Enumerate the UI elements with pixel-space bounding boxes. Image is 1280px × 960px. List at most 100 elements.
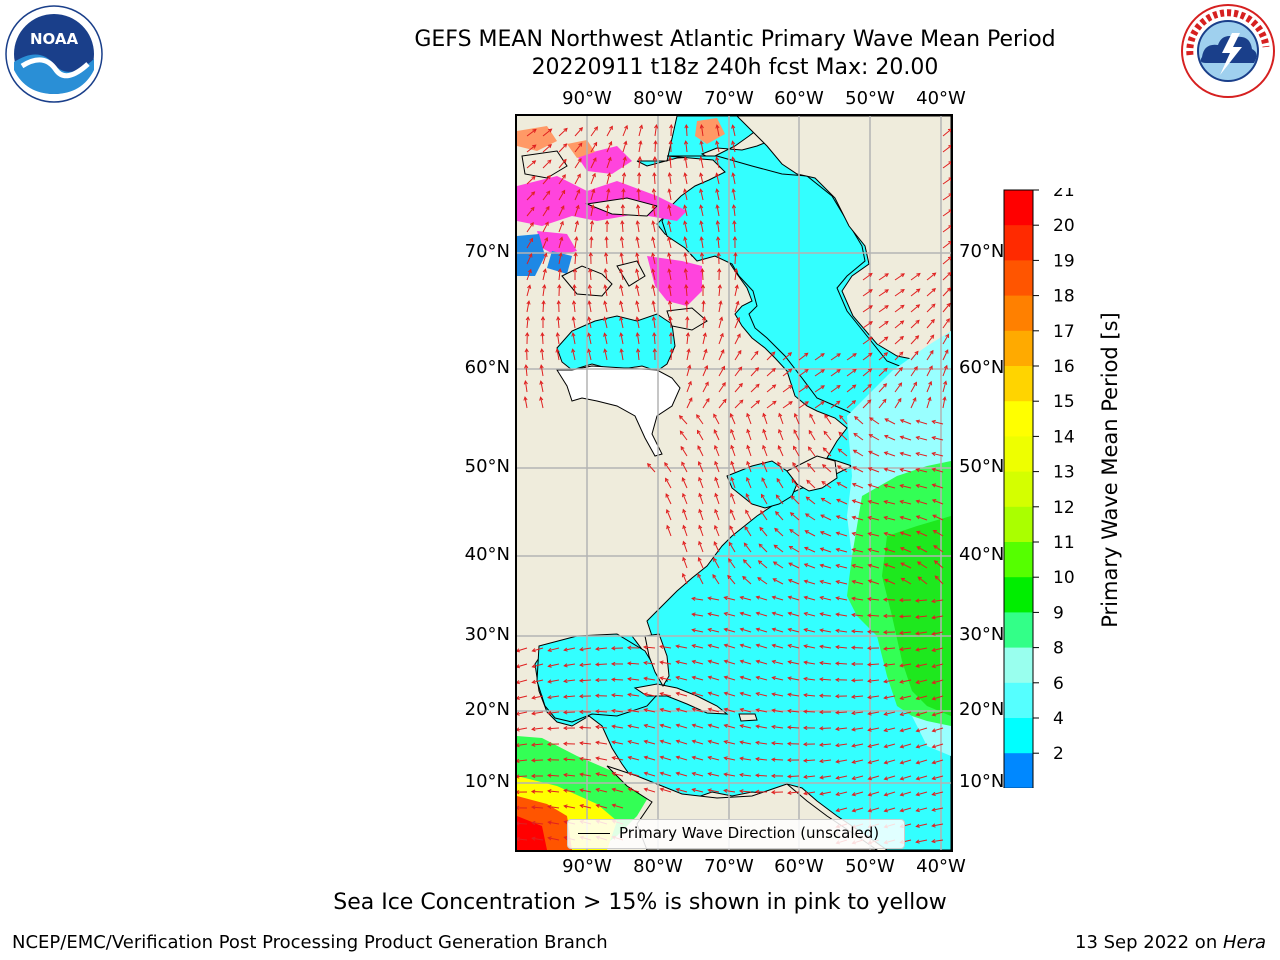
wave-arrow-head (867, 579, 873, 584)
wave-arrow (932, 499, 944, 505)
wave-arrow (837, 465, 848, 473)
wave-arrow (558, 205, 565, 217)
wave-arrow (917, 576, 928, 585)
wave-arrow (526, 144, 537, 153)
colorbar-label: Primary Wave Mean Period [s] (1098, 312, 1122, 628)
colorbar-tick-label: 19 (1053, 251, 1075, 271)
wave-arrow-head (665, 493, 670, 498)
wave-arrow (760, 510, 768, 521)
wave-arrow (804, 628, 816, 633)
wave-arrow (932, 647, 944, 652)
wave-arrow-head (696, 414, 701, 419)
wave-arrow (837, 482, 848, 489)
wave-arrow (806, 496, 816, 505)
wave-arrow-head (555, 332, 560, 337)
wave-arrow (853, 449, 864, 457)
wave-arrow-head (931, 647, 936, 652)
wave-arrow-head (715, 140, 720, 145)
wave-arrow-head (606, 172, 612, 177)
lon-label: 90°W (562, 856, 612, 877)
wave-arrow (916, 615, 928, 618)
wave-arrow-head (680, 445, 685, 451)
wave-arrow-head (637, 171, 642, 177)
wave-arrow (791, 479, 800, 489)
wave-arrow-head (787, 611, 792, 616)
wave-arrow-head (867, 515, 872, 521)
wave-arrow-head (883, 483, 888, 488)
wave-arrow-head (675, 691, 680, 696)
wave-arrow (580, 804, 592, 809)
wave-arrow (718, 399, 727, 409)
wave-arrow-head (899, 728, 904, 733)
wave-arrow (819, 743, 832, 746)
wave-arrow (692, 597, 704, 601)
wave-arrow (525, 365, 528, 377)
wave-arrow (740, 644, 752, 649)
wave-arrow (652, 285, 656, 297)
wave-arrow-head (915, 614, 920, 620)
wave-arrow-head (563, 835, 568, 841)
wave-arrow (900, 743, 912, 748)
wave-arrow-head (517, 727, 520, 732)
wave-arrow (804, 694, 816, 697)
wave-arrow-head (653, 139, 658, 145)
wave-arrow (628, 788, 640, 793)
wave-arrow-head (851, 499, 857, 504)
wave-arrow (682, 557, 688, 569)
wave-arrow (852, 711, 864, 714)
wave-arrow-head (915, 435, 920, 440)
wave-arrow-head (611, 740, 616, 745)
wave-arrow-head (835, 547, 840, 552)
wave-arrow (702, 349, 707, 361)
wave-arrow (606, 204, 609, 217)
wave-arrow (660, 661, 672, 665)
wave-arrow (830, 353, 841, 361)
wave-arrow-head (738, 789, 744, 794)
wave-arrow-head (883, 711, 888, 716)
legend-label: Primary Wave Direction (unscaled) (619, 824, 880, 842)
wave-arrow (644, 662, 656, 665)
wave-arrow (660, 645, 672, 649)
wave-arrow (564, 789, 576, 793)
wave-arrow (884, 548, 896, 553)
wave-arrow-head (850, 678, 856, 683)
wave-arrow-head (687, 380, 692, 386)
wave-arrow (883, 647, 896, 650)
wave-arrow-head (943, 364, 948, 370)
wave-arrow-head (915, 530, 921, 535)
colorbar-segment (1004, 577, 1033, 613)
wave-arrow (692, 756, 704, 761)
wave-arrow-head (667, 268, 672, 273)
wave-arrow (676, 788, 688, 793)
wave-arrow-head (746, 412, 751, 418)
wave-arrow-head (627, 724, 632, 729)
wave-arrow-head (754, 350, 759, 355)
wave-arrow (766, 400, 777, 409)
wave-arrow (668, 221, 672, 233)
wave-arrow-head (802, 758, 808, 763)
wave-arrow (807, 463, 816, 473)
wave-arrow (541, 332, 544, 345)
wave-arrow-head (595, 772, 600, 777)
wave-arrow (852, 614, 864, 617)
wave-arrow (771, 742, 784, 745)
wave-arrow-head (739, 772, 744, 778)
wave-arrow (900, 468, 912, 473)
wave-arrow (532, 647, 544, 652)
wave-arrow (899, 615, 912, 618)
wave-arrow-head (755, 659, 760, 664)
wave-arrow (660, 740, 672, 745)
wave-arrow (542, 300, 545, 313)
wave-arrow (851, 630, 864, 633)
wave-arrow-head (699, 188, 704, 193)
wave-arrow-head (530, 758, 536, 763)
wave-arrow-head (700, 267, 705, 273)
wave-arrow (900, 663, 912, 667)
wave-arrow-head (562, 158, 567, 164)
wave-arrow (836, 629, 848, 633)
wave-arrow (636, 301, 640, 313)
wave-arrow-head (627, 787, 633, 792)
wave-arrow (718, 366, 725, 377)
wave-arrow (718, 301, 722, 313)
wave-arrow (679, 415, 688, 425)
